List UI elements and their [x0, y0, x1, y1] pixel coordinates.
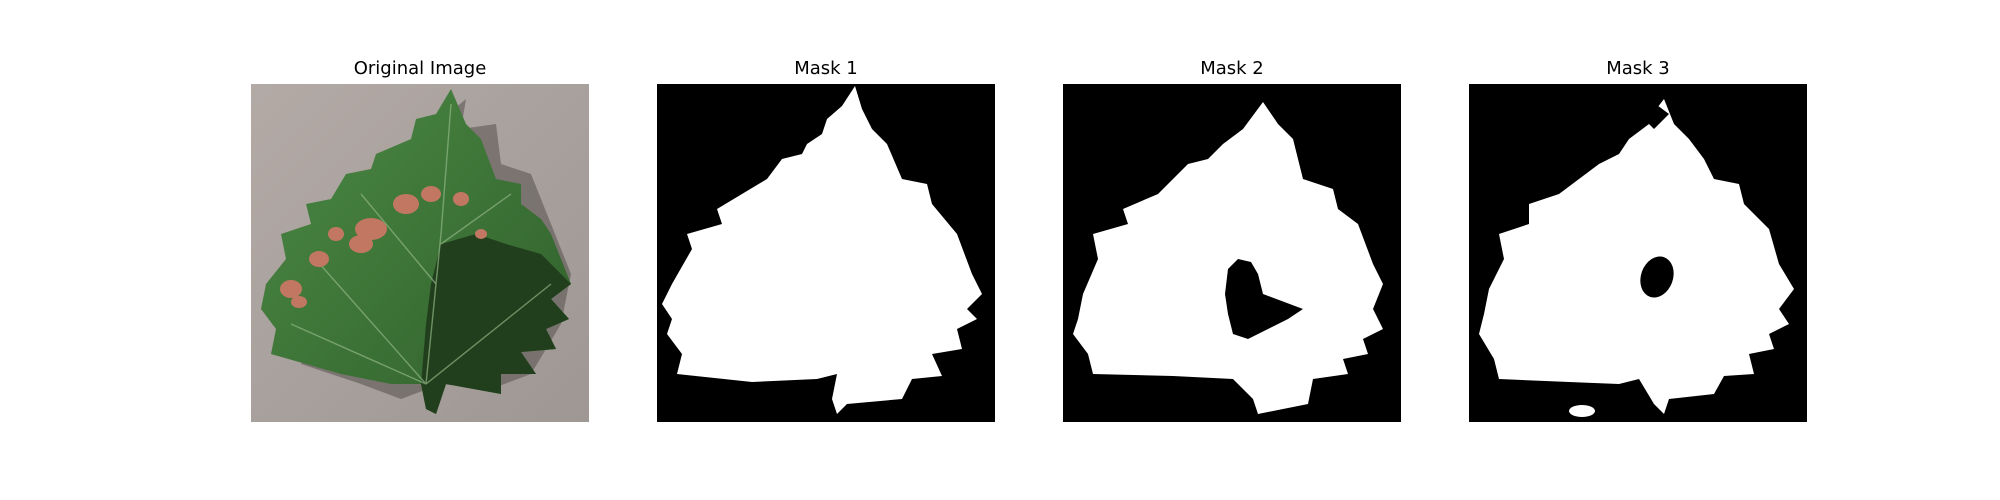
mask-2-image: [1063, 84, 1401, 422]
panel-mask-2: Mask 2: [1063, 0, 1401, 500]
mask-3-notch: [1642, 94, 1669, 129]
mask-3-hole: [1640, 256, 1674, 298]
panel-title: Original Image: [353, 58, 487, 79]
mask-3-speck: [1569, 405, 1595, 417]
leaf-shaded-half: [421, 234, 571, 414]
panel-title: Mask 2: [1200, 58, 1264, 79]
mask-3-image: [1469, 84, 1807, 422]
panel-title: Mask 3: [1606, 58, 1670, 79]
mask-3-foreground: [1479, 99, 1794, 414]
leaf-lesions: [280, 186, 487, 308]
mask-1-image: [657, 84, 995, 422]
panel-original-image: Original Image: [251, 0, 589, 500]
leaf-veins: [290, 103, 552, 385]
mask-2-hole: [1225, 259, 1303, 339]
mask-1-foreground: [662, 86, 982, 414]
panel-mask-1: Mask 1: [657, 0, 995, 500]
panel-mask-3: Mask 3: [1469, 0, 1807, 500]
panel-title: Mask 1: [794, 58, 858, 79]
leaf-photo: [251, 84, 589, 422]
mask-2-foreground: [1073, 102, 1383, 414]
